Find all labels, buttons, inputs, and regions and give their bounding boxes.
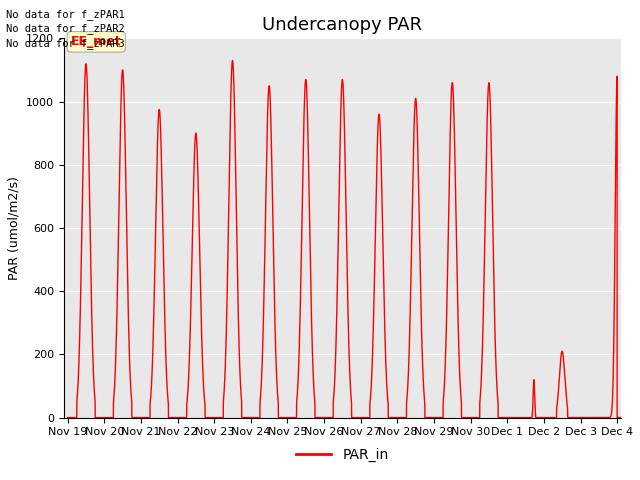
- Text: EE_met: EE_met: [71, 36, 122, 48]
- Title: Undercanopy PAR: Undercanopy PAR: [262, 16, 422, 34]
- Text: No data for f_zPAR2: No data for f_zPAR2: [6, 23, 125, 34]
- Text: No data for f_zPAR3: No data for f_zPAR3: [6, 37, 125, 48]
- Legend: PAR_in: PAR_in: [291, 442, 394, 468]
- Text: No data for f_zPAR1: No data for f_zPAR1: [6, 9, 125, 20]
- Y-axis label: PAR (umol/m2/s): PAR (umol/m2/s): [8, 176, 20, 280]
